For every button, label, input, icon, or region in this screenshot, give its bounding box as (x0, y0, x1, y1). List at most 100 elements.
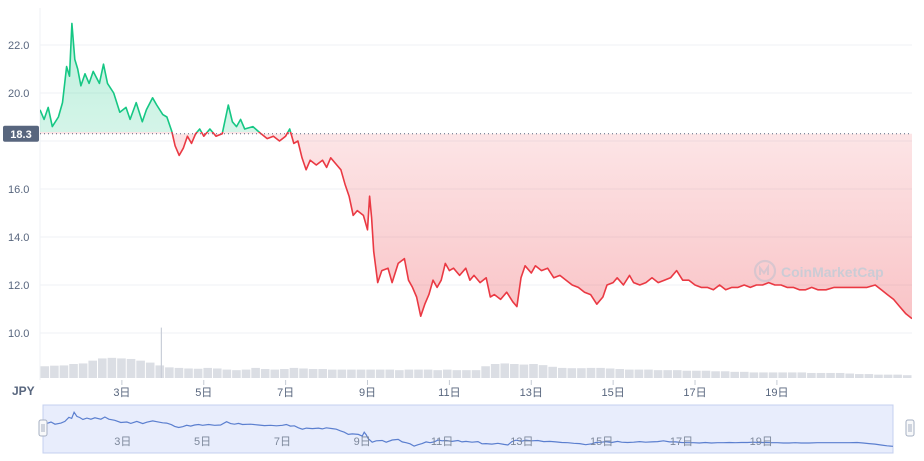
volume-bar (605, 368, 615, 378)
navigator-window[interactable] (42, 404, 894, 454)
volume-bar (347, 369, 356, 378)
volume-bar (356, 369, 366, 378)
x-tick-label: 5日 (195, 387, 212, 399)
volume-bar (241, 369, 251, 378)
navigator-tick-label: 11日 (431, 436, 453, 448)
navigator-left-handle[interactable] (38, 419, 48, 437)
y-axis: 10.0 12.0 14.0 16.0 20.0 22.0 (8, 40, 29, 340)
volume-bar (759, 372, 768, 378)
volume-bar (395, 370, 404, 378)
volume-bar (385, 369, 395, 378)
volume-bar (692, 370, 701, 378)
y-tick-label: 20.0 (8, 88, 29, 100)
volume-bar (902, 375, 912, 378)
volume-bar (586, 367, 596, 378)
volume-bar (375, 369, 385, 378)
volume-bar (280, 369, 289, 378)
area-above-reference (40, 23, 291, 132)
volume-bar (529, 364, 538, 378)
volume-bar (826, 372, 835, 378)
volume-bar (644, 369, 653, 378)
volume-bar (145, 362, 155, 378)
volume-bar (807, 372, 816, 378)
y-tick-label: 12.0 (8, 280, 29, 292)
volume-bar (97, 358, 107, 378)
volume-bar (174, 367, 184, 378)
volume-bar (50, 365, 59, 378)
x-tick-label: 13日 (520, 387, 543, 399)
volume-bar (510, 364, 519, 378)
volume-bar (864, 374, 874, 378)
y-tick-label: 14.0 (8, 232, 29, 244)
volume-bar (500, 363, 510, 378)
navigator-tick-label: 3日 (114, 436, 131, 448)
volume-bar (577, 368, 586, 378)
navigator-series-line (42, 411, 894, 447)
y-tick-label: 10.0 (8, 328, 29, 340)
volume-bar (433, 370, 442, 378)
volume-bar (59, 365, 69, 378)
volume-bar (107, 357, 117, 378)
area-below-reference (40, 132, 912, 319)
navigator-tick-label: 9日 (354, 436, 371, 448)
volume-bar (117, 358, 126, 378)
volume-bar (730, 371, 740, 378)
volume-bar (308, 369, 318, 378)
volume-bar (40, 366, 50, 378)
watermark: CoinMarketCap (753, 259, 884, 283)
volume-bar (289, 367, 299, 378)
x-tick-label: 3日 (113, 387, 130, 399)
price-line-up (40, 22, 292, 132)
volume-bar (260, 369, 270, 378)
volume-bar (883, 374, 893, 378)
volume-bar (327, 369, 337, 378)
volume-bar (768, 372, 778, 378)
volume-bar (682, 370, 692, 378)
volume-bar (165, 367, 174, 378)
navigator-tick-label: 13日 (510, 436, 533, 448)
volume-bar (414, 369, 423, 378)
volume-bar (232, 370, 241, 378)
volume-bar (893, 374, 902, 378)
volume-bar (720, 371, 730, 378)
volume-bar (835, 372, 845, 378)
volume-bar (423, 369, 433, 378)
volume-bar (778, 372, 787, 378)
volume-bar (270, 369, 280, 378)
volume-bar (663, 370, 672, 378)
volume-bar (855, 374, 864, 378)
x-tick-label: 17日 (683, 387, 706, 399)
range-navigator[interactable]: 3日 5日 7日 9日 11日 13日 15日 17日 19日 (38, 404, 915, 454)
volume-bar (88, 360, 97, 378)
watermark-text: CoinMarketCap (781, 264, 884, 280)
y-tick-label: 16.0 (8, 184, 29, 196)
volume-bar (797, 372, 807, 378)
reference-price-tag (3, 125, 39, 142)
volume-bar (337, 369, 347, 378)
volume-bar (366, 369, 375, 378)
x-tick-label: 15日 (602, 387, 625, 399)
volume-bar (538, 365, 548, 378)
volume-bar (136, 360, 145, 378)
volume-bar (184, 368, 193, 378)
navigator-right-handle[interactable] (905, 419, 915, 437)
volume-bar (845, 373, 855, 378)
volume-bar (711, 371, 720, 378)
navigator-tick-label: 5日 (194, 436, 211, 448)
volume-bar (251, 367, 260, 378)
y-tick-label: 22.0 (8, 40, 29, 52)
volume-bar (816, 372, 826, 378)
volume-bar (567, 368, 577, 378)
navigator-tick-label: 19日 (750, 436, 773, 448)
volume-bar (222, 369, 232, 378)
volume-bar (452, 370, 462, 378)
volume-bar (69, 364, 78, 378)
volume-bar (672, 370, 682, 378)
volume-bar (874, 374, 883, 378)
currency-label: JPY (12, 384, 35, 398)
volume-bar (634, 369, 644, 378)
volume-bar (615, 369, 625, 378)
volume-bar (212, 368, 222, 378)
